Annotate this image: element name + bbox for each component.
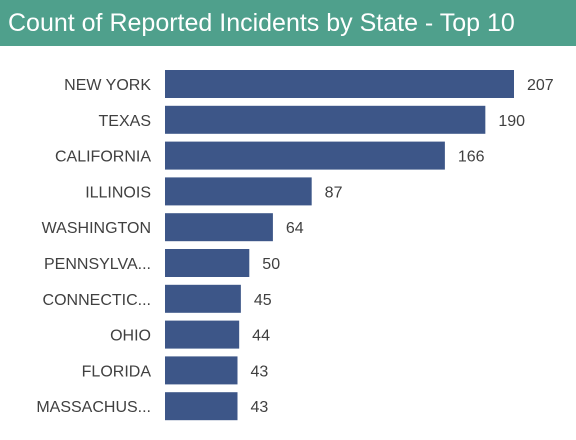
category-label: CONNECTIC...: [43, 292, 151, 309]
bar[interactable]: [165, 141, 445, 170]
category-label: PENNSYLVA...: [44, 256, 151, 273]
bar[interactable]: [165, 392, 238, 421]
title-bar: Count of Reported Incidents by State - T…: [0, 0, 576, 46]
bar[interactable]: [165, 213, 273, 242]
bar[interactable]: [165, 249, 250, 277]
bar[interactable]: [165, 105, 486, 134]
bar[interactable]: [165, 320, 240, 349]
category-label: CALIFORNIA: [55, 149, 151, 166]
data-label: 64: [286, 220, 304, 237]
bar[interactable]: [165, 177, 312, 206]
category-label: OHIO: [110, 328, 151, 345]
data-label: 43: [250, 363, 268, 380]
category-label: NEW YORK: [64, 77, 151, 94]
data-label: 87: [325, 184, 343, 201]
category-label: FLORIDA: [82, 363, 152, 380]
data-label: 50: [262, 256, 280, 273]
bar[interactable]: [165, 284, 241, 313]
bar[interactable]: [165, 356, 238, 385]
category-label: ILLINOIS: [85, 184, 151, 201]
data-label: 190: [498, 113, 525, 130]
data-label: 44: [252, 328, 270, 345]
category-label: TEXAS: [99, 113, 151, 130]
data-label: 166: [458, 149, 485, 166]
bar[interactable]: [165, 70, 514, 98]
chart-title: Count of Reported Incidents by State - T…: [8, 9, 515, 37]
data-label: 45: [254, 292, 272, 309]
data-label: 43: [250, 399, 268, 416]
category-label: WASHINGTON: [42, 220, 151, 237]
data-label: 207: [527, 77, 554, 94]
category-label: MASSACHUS...: [36, 399, 151, 416]
